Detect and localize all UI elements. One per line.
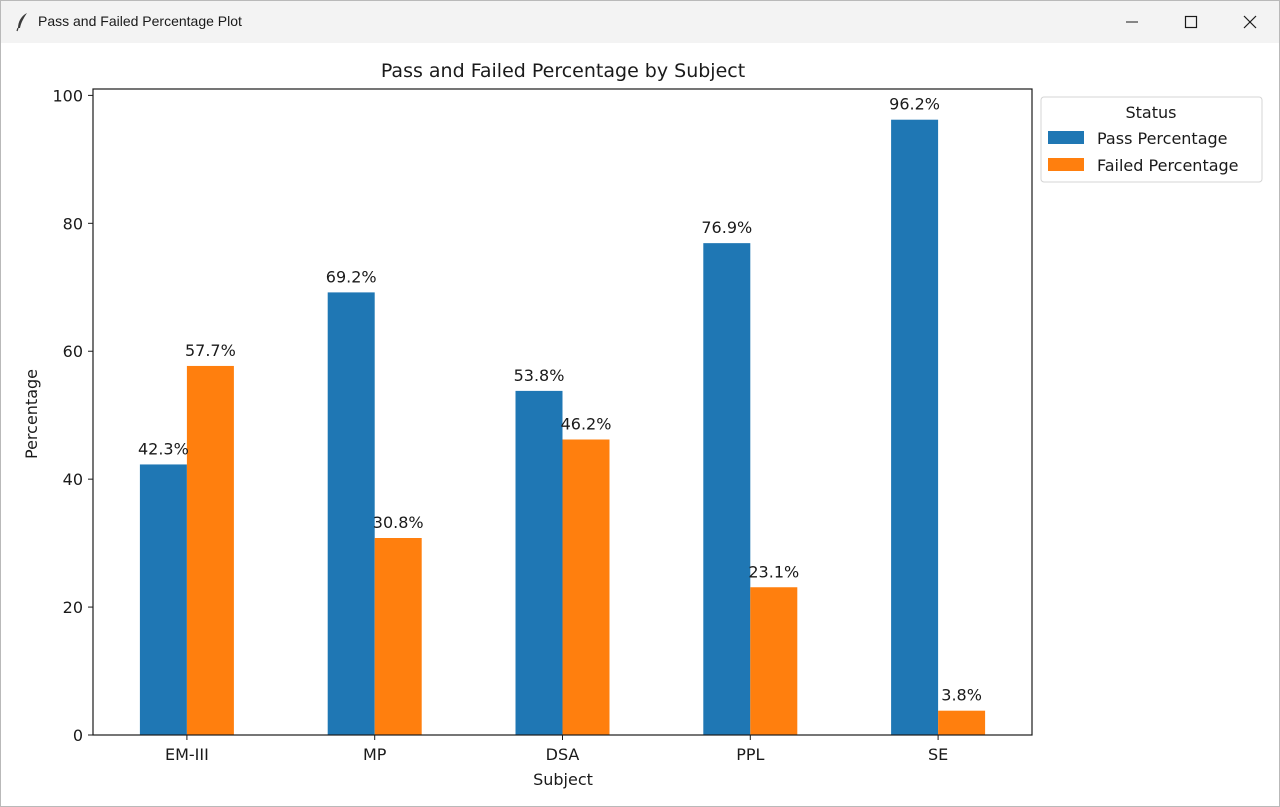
plot-frame xyxy=(92,88,1033,736)
legend-swatch-failed xyxy=(1048,158,1084,171)
feather-icon xyxy=(15,12,31,32)
bar-failed-mp xyxy=(374,538,422,735)
y-axis-label: Percentage xyxy=(22,369,41,459)
plot-canvas: Pass and Failed Percentage by Subject Pe… xyxy=(1,43,1279,806)
x-axis-label: Subject xyxy=(533,770,593,789)
data-label: 42.3% xyxy=(138,439,189,458)
data-labels-group: 42.3% 57.7% 69.2% 30.8% 53.8% 46.2% 76.9% 23.1%… xyxy=(138,95,982,705)
x-axis: EM-III MP DSA PPL SE xyxy=(165,735,948,764)
maximize-icon xyxy=(1184,15,1198,29)
maximize-button[interactable] xyxy=(1162,1,1220,43)
data-label: 3.8% xyxy=(941,686,982,705)
data-label: 96.2% xyxy=(889,95,940,114)
bar-pass-ppl xyxy=(703,243,751,735)
legend-title: Status xyxy=(1126,103,1177,122)
legend-label-failed: Failed Percentage xyxy=(1097,156,1239,175)
title-bar[interactable]: Pass and Failed Percentage Plot xyxy=(1,1,1279,43)
bar-pass-mp xyxy=(327,292,375,735)
y-tick-label: 20 xyxy=(63,598,83,617)
data-label: 53.8% xyxy=(514,366,565,385)
legend-box xyxy=(1040,96,1263,183)
bar-failed-dsa xyxy=(562,439,610,735)
legend[interactable]: Status Pass Percentage Failed Percentage xyxy=(1040,96,1263,183)
y-tick-label: 40 xyxy=(63,470,83,489)
legend-swatch-pass xyxy=(1048,131,1084,144)
legend-label-pass: Pass Percentage xyxy=(1097,129,1228,148)
y-tick-label: 100 xyxy=(52,86,83,105)
window-title: Pass and Failed Percentage Plot xyxy=(38,13,242,29)
chart-title: Pass and Failed Percentage by Subject xyxy=(381,60,745,82)
x-tick-label: PPL xyxy=(736,745,764,764)
bar-failed-ppl xyxy=(750,587,798,735)
close-button[interactable] xyxy=(1221,1,1279,43)
y-tick-label: 80 xyxy=(63,214,83,233)
x-tick-label: EM-III xyxy=(165,745,209,764)
data-label: 57.7% xyxy=(185,341,236,360)
bar-chart: Pass and Failed Percentage by Subject Pe… xyxy=(22,60,1263,789)
y-tick-label: 0 xyxy=(73,726,83,745)
data-label: 76.9% xyxy=(701,218,752,237)
bar-failed-se xyxy=(938,710,986,735)
bar-pass-em-iii xyxy=(139,464,187,735)
data-label: 30.8% xyxy=(373,513,424,532)
bar-pass-dsa xyxy=(515,390,563,735)
minimize-button[interactable] xyxy=(1103,1,1161,43)
x-tick-label: MP xyxy=(363,745,387,764)
data-label: 69.2% xyxy=(326,267,377,286)
bar-pass-se xyxy=(891,119,939,735)
x-tick-label: DSA xyxy=(546,745,580,764)
y-axis: 0 20 40 60 80 100 xyxy=(52,86,93,745)
data-label: 46.2% xyxy=(561,415,612,434)
close-icon xyxy=(1243,15,1257,29)
minimize-icon xyxy=(1126,21,1138,23)
y-tick-label: 60 xyxy=(63,342,83,361)
bars-group xyxy=(139,119,986,735)
data-label: 23.1% xyxy=(748,562,799,581)
bar-failed-em-iii xyxy=(186,365,234,735)
x-tick-label: SE xyxy=(928,745,948,764)
